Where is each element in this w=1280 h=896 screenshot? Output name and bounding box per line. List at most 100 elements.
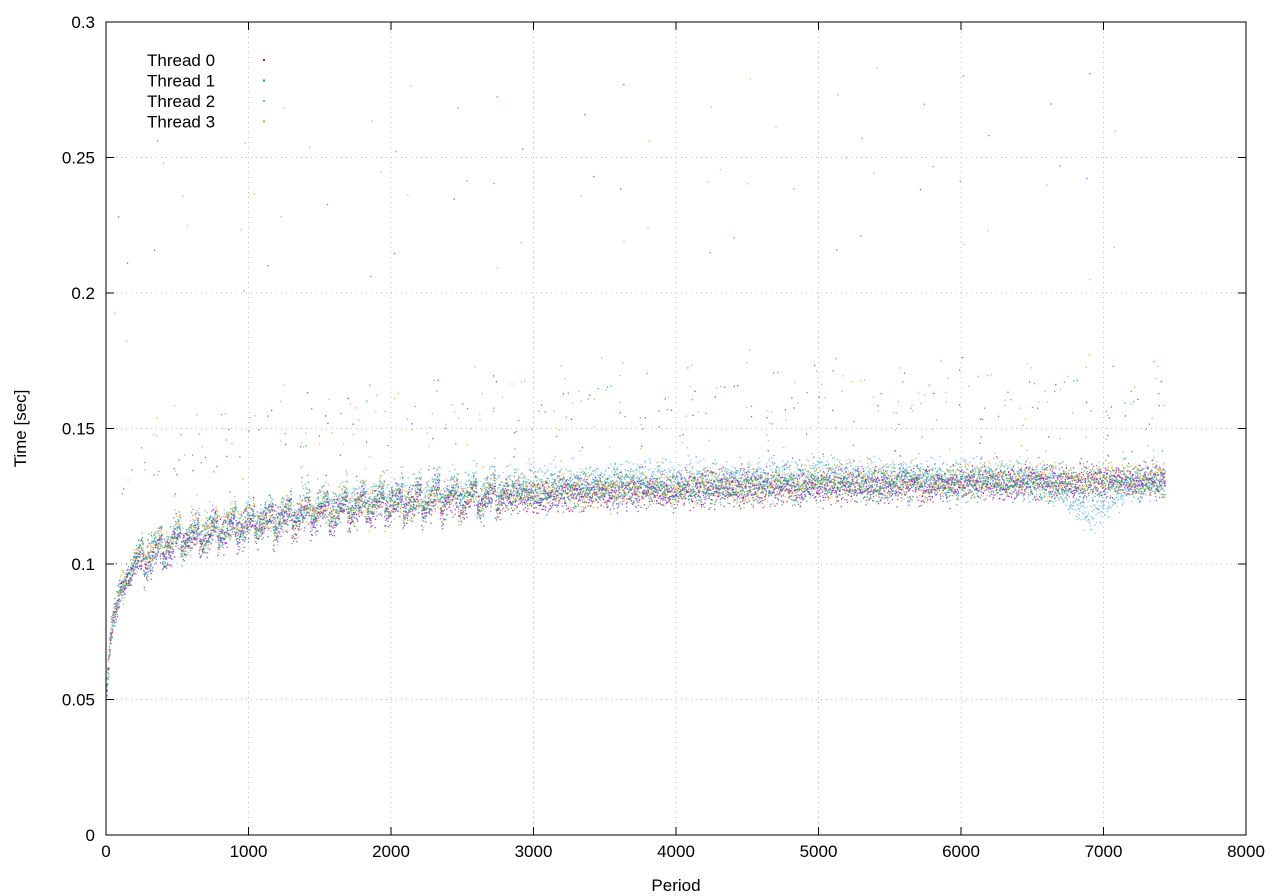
data-point bbox=[579, 450, 581, 452]
data-point bbox=[480, 490, 483, 492]
data-point bbox=[584, 487, 586, 489]
data-point bbox=[1023, 494, 1025, 496]
data-point bbox=[961, 497, 963, 499]
data-point bbox=[1129, 485, 1131, 487]
data-point bbox=[403, 514, 405, 516]
data-point bbox=[1111, 501, 1113, 503]
data-point bbox=[1100, 523, 1102, 525]
data-point bbox=[208, 527, 210, 529]
data-point bbox=[115, 603, 117, 606]
data-point bbox=[507, 465, 510, 467]
data-point bbox=[638, 468, 641, 470]
data-point bbox=[243, 508, 246, 510]
data-point bbox=[698, 472, 700, 474]
data-point bbox=[212, 539, 215, 541]
data-point bbox=[110, 629, 112, 631]
data-point bbox=[632, 477, 634, 480]
data-point bbox=[524, 491, 526, 494]
data-point bbox=[366, 507, 368, 510]
data-point bbox=[449, 500, 451, 502]
data-point bbox=[979, 484, 981, 486]
data-point bbox=[257, 517, 260, 519]
data-point bbox=[232, 511, 234, 513]
data-point bbox=[1102, 505, 1104, 507]
data-point bbox=[565, 481, 567, 483]
data-point bbox=[356, 502, 359, 504]
data-point bbox=[814, 472, 816, 475]
data-point bbox=[1131, 493, 1133, 496]
data-point bbox=[524, 496, 527, 498]
data-point bbox=[208, 533, 211, 536]
data-point bbox=[589, 475, 591, 477]
data-point bbox=[126, 340, 128, 342]
data-point bbox=[706, 467, 708, 469]
data-point bbox=[240, 515, 242, 517]
data-point bbox=[432, 492, 434, 495]
data-point bbox=[446, 489, 449, 491]
data-point bbox=[223, 509, 226, 511]
data-point bbox=[509, 489, 511, 491]
data-point bbox=[279, 517, 281, 519]
data-point bbox=[248, 495, 250, 498]
data-point bbox=[1053, 505, 1055, 507]
data-point bbox=[142, 547, 144, 549]
data-point bbox=[160, 536, 162, 538]
data-point bbox=[698, 473, 701, 475]
data-point bbox=[367, 493, 369, 495]
data-point bbox=[630, 480, 632, 482]
data-point bbox=[370, 506, 372, 508]
data-point bbox=[573, 473, 575, 476]
data-point bbox=[361, 481, 363, 484]
data-point bbox=[150, 546, 152, 548]
data-point bbox=[580, 478, 582, 480]
data-point bbox=[269, 506, 271, 509]
data-point bbox=[248, 525, 250, 527]
data-point bbox=[326, 493, 328, 495]
data-point bbox=[217, 538, 219, 540]
data-point bbox=[629, 481, 631, 483]
data-point bbox=[514, 484, 516, 486]
data-point bbox=[496, 267, 498, 269]
data-point bbox=[1007, 465, 1009, 467]
data-point bbox=[836, 459, 838, 461]
data-point bbox=[963, 495, 965, 497]
data-point bbox=[306, 509, 308, 511]
data-point bbox=[342, 481, 344, 483]
data-point bbox=[535, 495, 537, 497]
data-point bbox=[886, 463, 888, 465]
data-point bbox=[484, 481, 486, 484]
data-point bbox=[468, 500, 470, 502]
data-point bbox=[529, 504, 531, 506]
data-point bbox=[841, 482, 843, 484]
data-point bbox=[652, 473, 655, 476]
data-point bbox=[905, 464, 907, 466]
data-point bbox=[294, 515, 296, 518]
data-point bbox=[652, 472, 654, 474]
data-point bbox=[835, 475, 837, 477]
data-point bbox=[465, 487, 467, 489]
data-point bbox=[228, 523, 230, 525]
data-point bbox=[223, 513, 225, 515]
data-point bbox=[654, 468, 656, 470]
data-point bbox=[339, 498, 341, 500]
data-point bbox=[233, 528, 235, 530]
data-point bbox=[175, 525, 177, 528]
data-point bbox=[144, 558, 146, 560]
data-point bbox=[458, 501, 461, 504]
data-point bbox=[158, 535, 160, 537]
data-point bbox=[689, 472, 691, 474]
data-point bbox=[364, 481, 366, 484]
data-point bbox=[847, 470, 849, 472]
data-point bbox=[389, 493, 391, 495]
data-point bbox=[568, 510, 570, 512]
data-point bbox=[522, 474, 525, 476]
data-point bbox=[187, 554, 189, 556]
data-point bbox=[534, 475, 536, 477]
data-point bbox=[1081, 502, 1083, 504]
data-point bbox=[304, 507, 307, 510]
data-point bbox=[895, 480, 897, 482]
data-point bbox=[809, 465, 811, 467]
data-point bbox=[669, 485, 671, 487]
data-point bbox=[338, 494, 340, 496]
data-point bbox=[530, 484, 533, 486]
